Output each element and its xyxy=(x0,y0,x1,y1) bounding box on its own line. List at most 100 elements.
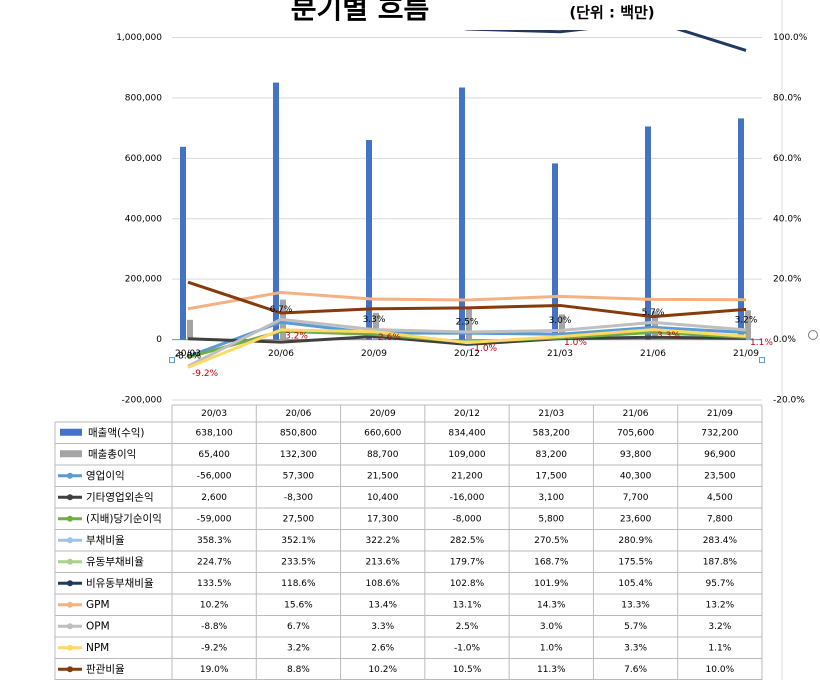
bar xyxy=(745,310,751,340)
data-label: -8.8% xyxy=(175,352,202,362)
y2-tick-label: 40.0% xyxy=(773,214,802,224)
table-cell: 17,300 xyxy=(367,514,399,524)
table-cell: 13.3% xyxy=(621,600,650,610)
legend-label: NPM xyxy=(86,642,109,654)
x-tick-label: 20/12 xyxy=(454,349,480,359)
data-label: 5.7% xyxy=(642,308,665,318)
data-label: 3.0% xyxy=(549,316,572,326)
table-cell: 8.8% xyxy=(287,665,310,675)
table-cell: 14.3% xyxy=(537,600,566,610)
table-cell: 213.6% xyxy=(366,557,401,567)
table-cell: 1.1% xyxy=(708,643,731,653)
data-label: 3.3% xyxy=(363,315,386,325)
table-cell: 109,000 xyxy=(448,450,485,460)
table-cell: 21,500 xyxy=(367,471,399,481)
table-cell: 13.4% xyxy=(368,600,397,610)
table-cell: 7.6% xyxy=(624,665,647,675)
table-cell: 21,200 xyxy=(451,471,483,481)
data-label: -1.0% xyxy=(471,344,498,354)
table-header: 21/06 xyxy=(623,409,649,419)
legend-swatch xyxy=(60,450,82,458)
y-tick-label: 1,000,000 xyxy=(116,33,162,43)
bar xyxy=(180,146,186,340)
table-cell: 732,200 xyxy=(701,428,738,438)
table-cell: 13.1% xyxy=(453,600,482,610)
table-header: 20/03 xyxy=(201,409,227,419)
y-tick-label: 0 xyxy=(156,335,162,345)
table-cell: 660,600 xyxy=(364,428,401,438)
table-cell: -16,000 xyxy=(450,493,485,503)
bar xyxy=(738,118,744,340)
table-cell: 2,600 xyxy=(201,493,227,503)
y-tick-label: 600,000 xyxy=(125,154,162,164)
bar xyxy=(366,140,372,340)
bar xyxy=(273,82,279,340)
y2-tick-label: 60.0% xyxy=(773,154,802,164)
table-cell: 233.5% xyxy=(281,557,316,567)
table-cell: 118.6% xyxy=(281,579,316,589)
table-cell: 2.6% xyxy=(371,643,394,653)
table-cell: 2.5% xyxy=(456,622,479,632)
legend-label: OPM xyxy=(86,620,110,632)
table-cell: 93,800 xyxy=(620,450,652,460)
y2-tick-label: 0.0% xyxy=(773,335,796,345)
data-table: 20/03 20/06 20/09 20/12 21/03 21/06 21/09 매출액(수… xyxy=(54,404,763,680)
table-cell: 5.7% xyxy=(624,622,647,632)
table-cell: 10.2% xyxy=(368,665,397,675)
x-tick-label: 20/03 xyxy=(175,349,201,359)
table-cell: 850,800 xyxy=(280,428,317,438)
table-cell: 105.4% xyxy=(618,579,653,589)
x-tick-label: 20/09 xyxy=(361,349,387,359)
table-header: 20/12 xyxy=(454,409,480,419)
table-cell: 96,900 xyxy=(704,450,736,460)
y-tick-label: 400,000 xyxy=(125,214,162,224)
line xyxy=(187,334,747,346)
legend-label: 매출총이익 xyxy=(88,448,136,460)
selection-handle xyxy=(759,357,765,364)
table-header: 21/09 xyxy=(707,409,733,419)
legend-label: (지배)당기순이익 xyxy=(86,513,162,525)
legend-marker xyxy=(67,537,73,544)
x-tick-label: 21/03 xyxy=(547,349,573,359)
legend-swatch xyxy=(60,428,82,436)
table-cell: 10.5% xyxy=(453,665,482,675)
data-label: 2.6% xyxy=(378,333,401,343)
table-cell: 187.8% xyxy=(703,557,738,567)
legend-label: 기타영업외손익 xyxy=(86,490,154,503)
grid: -200,000 0 200,000 400,000 600,000 800,000 1,0… xyxy=(116,33,808,406)
table-cell: 358.3% xyxy=(197,536,232,546)
bar xyxy=(466,306,472,340)
table-cell: 88,700 xyxy=(367,450,399,460)
table-cell: 133.5% xyxy=(197,579,232,589)
legend-marker xyxy=(67,601,73,608)
table-cell: 3.3% xyxy=(371,622,394,632)
line xyxy=(463,30,747,52)
table-cell: 95.7% xyxy=(706,579,735,589)
legend-label: 매출액(수익) xyxy=(88,427,145,439)
table-cell: 7,800 xyxy=(707,514,733,524)
legend-label: 부채비율 xyxy=(86,534,125,546)
table-cell: 834,400 xyxy=(448,428,485,438)
table-cell: 175.5% xyxy=(618,557,653,567)
table-cell: -9.2% xyxy=(201,643,228,653)
line xyxy=(187,317,747,368)
labels: 20/03 20/06 20/09 20/12 21/03 21/06 21/09 -8.8%… xyxy=(175,305,773,379)
table-cell: 101.9% xyxy=(534,579,569,589)
legend-label: GPM xyxy=(86,599,110,611)
table-header: 20/09 xyxy=(370,409,396,419)
line xyxy=(187,290,747,311)
data-label: 3.2% xyxy=(285,331,308,341)
table-cell: 3.0% xyxy=(540,622,563,632)
table-cell: 224.7% xyxy=(197,557,232,567)
legend-marker xyxy=(67,580,73,587)
table-cell: 19.0% xyxy=(200,665,229,675)
table-cell: -59,000 xyxy=(197,514,232,524)
selection-handle xyxy=(808,330,818,340)
y-tick-label: -200,000 xyxy=(122,396,163,406)
legend-marker xyxy=(67,515,73,522)
bar xyxy=(552,163,558,340)
legend-marker xyxy=(67,623,73,630)
table-cell: 280.9% xyxy=(618,536,653,546)
